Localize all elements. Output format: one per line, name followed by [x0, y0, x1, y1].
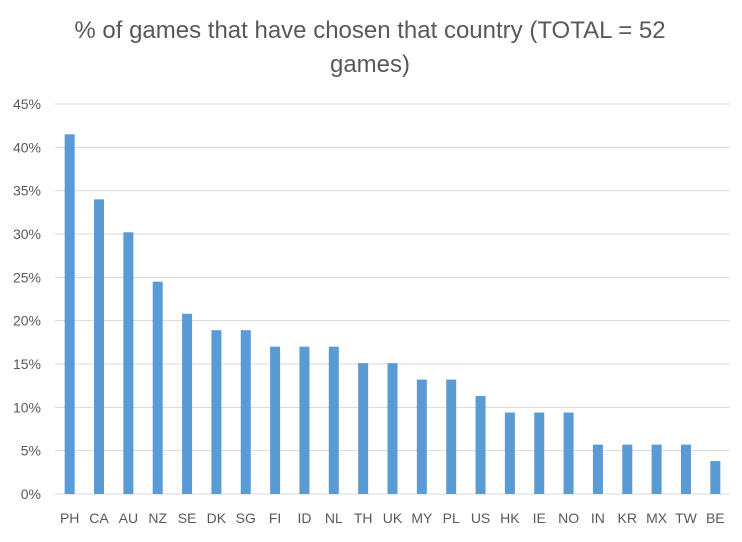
bar-no	[563, 412, 574, 494]
bar-sg	[240, 330, 251, 494]
y-tick-label: 15%	[13, 356, 41, 372]
bar-nz	[152, 281, 163, 494]
x-tick-label-fi: FI	[269, 510, 281, 526]
bar-ca	[94, 199, 105, 495]
bar-dk	[211, 330, 222, 494]
x-tick-label-th: TH	[354, 510, 373, 526]
x-tick-label-my: MY	[411, 510, 433, 526]
y-tick-label: 5%	[21, 443, 41, 459]
y-tick-label: 35%	[13, 183, 41, 199]
bar-ph	[64, 134, 75, 495]
x-tick-label-no: NO	[558, 510, 579, 526]
y-tick-label: 45%	[13, 96, 41, 112]
x-tick-label-dk: DK	[207, 510, 227, 526]
y-tick-label: 40%	[13, 139, 41, 155]
x-tick-label-au: AU	[119, 510, 138, 526]
bar-id	[299, 346, 310, 494]
y-tick-label: 10%	[13, 399, 41, 415]
x-tick-label-tw: TW	[675, 510, 698, 526]
y-tick-label: 0%	[21, 486, 41, 502]
bar-in	[592, 444, 603, 494]
bar-th	[358, 363, 369, 494]
bar-tw	[680, 444, 691, 494]
y-tick-label: 20%	[13, 313, 41, 329]
chart-title: % of games that have chosen that country…	[74, 17, 666, 78]
x-tick-label-ie: IE	[533, 510, 546, 526]
x-tick-label-hk: HK	[500, 510, 520, 526]
x-tick-label-nl: NL	[325, 510, 343, 526]
x-tick-label-mx: MX	[646, 510, 668, 526]
x-tick-label-uk: UK	[383, 510, 403, 526]
x-tick-label-pl: PL	[443, 510, 460, 526]
x-tick-label-nz: NZ	[148, 510, 167, 526]
x-tick-label-ca: CA	[89, 510, 109, 526]
bars	[64, 134, 721, 495]
x-tick-label-ph: PH	[60, 510, 79, 526]
bar-us	[475, 396, 486, 494]
x-tick-label-in: IN	[591, 510, 605, 526]
x-tick-label-se: SE	[178, 510, 197, 526]
x-tick-label-us: US	[471, 510, 490, 526]
bar-ie	[534, 412, 545, 494]
x-axis-tick-labels: PH CA AU NZ SE DK SG FI ID NL TH UK MY PL US HK IE NO IN KR…	[60, 510, 725, 526]
bar-nl	[328, 346, 339, 494]
x-tick-label-kr: KR	[618, 510, 637, 526]
bar-be	[710, 461, 721, 494]
x-tick-label-sg: SG	[236, 510, 256, 526]
x-tick-label-id: ID	[297, 510, 311, 526]
bar-uk	[387, 363, 398, 494]
y-tick-label: 25%	[13, 269, 41, 285]
bar-fi	[270, 346, 281, 494]
bar-mx	[651, 444, 662, 494]
y-tick-label: 30%	[13, 226, 41, 242]
bar-hk	[504, 412, 515, 494]
bar-se	[182, 313, 193, 494]
bar-pl	[446, 379, 457, 494]
bar-kr	[622, 444, 633, 494]
x-tick-label-be: BE	[706, 510, 725, 526]
bar-au	[123, 232, 134, 494]
y-axis-tick-labels: 0% 5% 10% 15% 20% 25% 30% 35% 40% 45%	[13, 96, 41, 502]
bar-my	[416, 379, 427, 494]
